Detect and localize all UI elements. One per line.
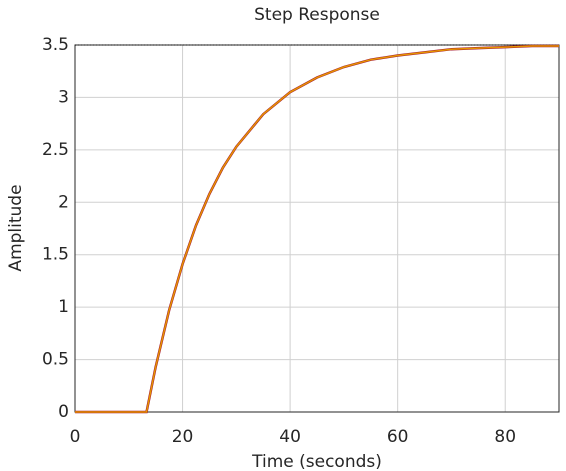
x-tick-label: 80 (494, 427, 516, 447)
y-axis-label: Amplitude (6, 184, 26, 271)
x-axis-label: Time (seconds) (251, 452, 382, 471)
x-tick-label: 60 (387, 427, 409, 447)
x-tick-label: 0 (70, 427, 81, 447)
y-tick-label: 1 (58, 297, 69, 317)
chart-title: Step Response (254, 5, 380, 25)
y-tick-label: 0 (58, 402, 69, 422)
y-tick-label: 1.5 (42, 245, 69, 265)
x-tick-label: 40 (279, 427, 301, 447)
y-tick-label: 2.5 (42, 140, 69, 160)
plot-area (75, 45, 559, 412)
y-tick-label: 2 (58, 192, 69, 212)
y-tick-label: 3.5 (42, 35, 69, 55)
x-tick-label: 20 (172, 427, 194, 447)
axes-box (74, 44, 560, 413)
y-tick-label: 0.5 (42, 350, 69, 370)
line-series (75, 45, 559, 413)
y-tick-label: 3 (58, 87, 69, 107)
